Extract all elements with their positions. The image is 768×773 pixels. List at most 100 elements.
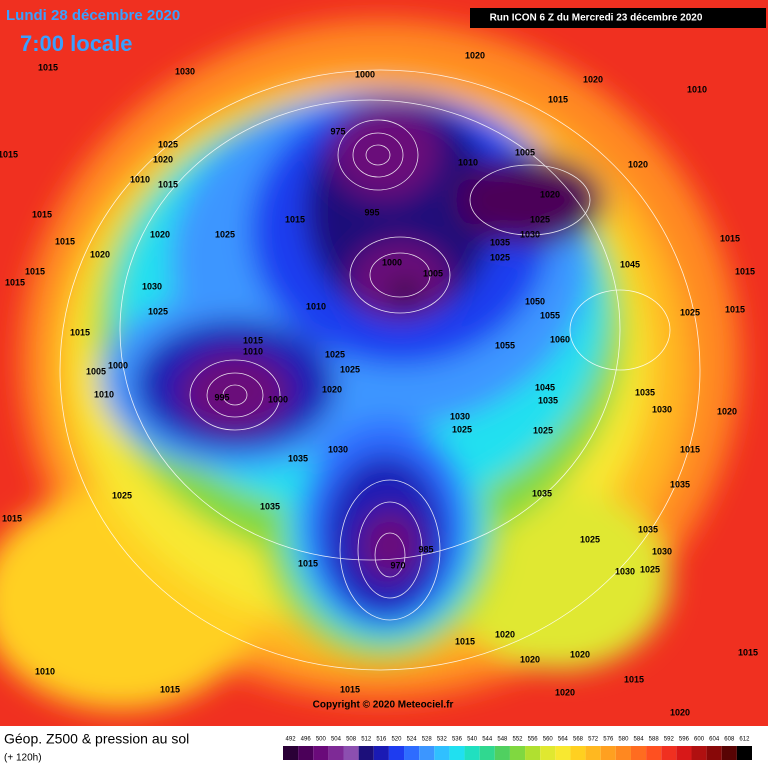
- pressure-label: 1005: [423, 268, 443, 278]
- pressure-label: 1015: [725, 304, 745, 314]
- scale-swatch: [373, 746, 389, 760]
- pressure-label: 1020: [322, 384, 342, 394]
- pressure-label: 1035: [538, 395, 558, 405]
- scale-swatch: [494, 746, 510, 760]
- forecast-lead: (+ 120h): [4, 753, 42, 764]
- pressure-label: 1010: [130, 174, 150, 184]
- pressure-label: 1010: [458, 157, 478, 167]
- pressure-label: 1045: [620, 259, 640, 269]
- scale-swatch: [283, 746, 299, 760]
- scale-label: 532: [437, 737, 448, 743]
- pressure-label: 1015: [160, 684, 180, 694]
- pressure-label: 1020: [628, 159, 648, 169]
- footer-title: Géop. Z500 & pression au sol: [4, 731, 189, 747]
- pressure-label: 1030: [328, 444, 348, 454]
- pressure-label: 1015: [298, 558, 318, 568]
- scale-label: 520: [391, 737, 402, 743]
- pressure-label: 985: [418, 544, 433, 554]
- pressure-label: 1025: [680, 307, 700, 317]
- pressure-label: 1035: [635, 387, 655, 397]
- pressure-label: 1010: [94, 389, 114, 399]
- scale-label: 528: [422, 737, 433, 743]
- pressure-label: 1025: [340, 364, 360, 374]
- geopotential-field: [0, 0, 768, 726]
- scale-swatch: [615, 746, 631, 760]
- pressure-label: 1060: [550, 334, 570, 344]
- pressure-label: 1010: [687, 84, 707, 94]
- scale-label: 524: [407, 737, 418, 743]
- scale-label: 608: [724, 737, 735, 743]
- pressure-label: 1015: [70, 327, 90, 337]
- scale-label: 548: [497, 737, 508, 743]
- scale-label: 592: [664, 737, 675, 743]
- pressure-label: 975: [330, 126, 345, 136]
- pressure-label: 1020: [465, 50, 485, 60]
- scale-swatch: [646, 746, 662, 760]
- scale-swatch: [449, 746, 465, 760]
- pressure-label: 1035: [490, 237, 510, 247]
- scale-label: 508: [346, 737, 357, 743]
- scale-label: 572: [588, 737, 599, 743]
- pressure-label: 1020: [90, 249, 110, 259]
- pressure-label: 1015: [158, 179, 178, 189]
- pressure-label: 1030: [175, 66, 195, 76]
- pressure-label: 1055: [540, 310, 560, 320]
- pressure-label: 1025: [640, 564, 660, 574]
- scale-label: 612: [739, 737, 750, 743]
- pressure-label: 1025: [158, 139, 178, 149]
- scale-swatch: [706, 746, 722, 760]
- pressure-label: 1025: [325, 349, 345, 359]
- pressure-label: 1000: [382, 257, 402, 267]
- scale-swatch: [404, 746, 420, 760]
- pressure-label: 1000: [355, 69, 375, 79]
- pressure-label: 1025: [112, 490, 132, 500]
- run-box: [470, 8, 766, 28]
- pressure-label: 1025: [452, 424, 472, 434]
- pressure-label: 1015: [738, 647, 758, 657]
- pressure-label: 1015: [285, 214, 305, 224]
- pressure-label: 1015: [25, 266, 45, 276]
- pressure-label: 1025: [490, 252, 510, 262]
- scale-swatch: [600, 746, 616, 760]
- pressure-label: 1000: [108, 360, 128, 370]
- pressure-label: 1015: [624, 674, 644, 684]
- pressure-label: 1020: [570, 649, 590, 659]
- scale-swatch: [676, 746, 692, 760]
- pressure-label: 1015: [38, 62, 58, 72]
- pressure-label: 1015: [2, 513, 22, 523]
- pressure-label: 1030: [450, 411, 470, 421]
- scale-label: 544: [482, 737, 493, 743]
- scale-swatch: [691, 746, 707, 760]
- pressure-label: 1035: [288, 453, 308, 463]
- pressure-label: 1025: [148, 306, 168, 316]
- scale-swatch: [479, 746, 495, 760]
- pressure-label: 1020: [717, 406, 737, 416]
- pressure-labels: 1015 1030 1000 1020 1020 1010 1015 1015 975 1025 1…: [0, 50, 758, 717]
- scale-swatch: [298, 746, 314, 760]
- scale-label: 500: [316, 737, 327, 743]
- pressure-label: 1020: [555, 687, 575, 697]
- scale-swatch: [585, 746, 601, 760]
- pressure-label: 1020: [540, 189, 560, 199]
- pressure-label: 1030: [615, 566, 635, 576]
- pressure-label: 1030: [652, 546, 672, 556]
- pressure-label: 1010: [243, 346, 263, 356]
- pressure-label: 1055: [495, 340, 515, 350]
- isobar-lines: [59, 69, 701, 671]
- scale-label: 564: [558, 737, 569, 743]
- pressure-label: 1015: [32, 209, 52, 219]
- pressure-label: 1015: [455, 636, 475, 646]
- pressure-label: 1035: [260, 501, 280, 511]
- scale-label: 584: [634, 737, 645, 743]
- scale-label: 536: [452, 737, 463, 743]
- scale-label: 568: [573, 737, 584, 743]
- scale-swatch: [570, 746, 586, 760]
- pressure-label: 995: [364, 207, 379, 217]
- pressure-label: 1030: [652, 404, 672, 414]
- pressure-label: 1020: [495, 629, 515, 639]
- pressure-label: 1025: [530, 214, 550, 224]
- scale-swatch: [358, 746, 374, 760]
- pressure-label: 995: [214, 392, 229, 402]
- pressure-label: 1025: [533, 425, 553, 435]
- pressure-label: 1015: [720, 233, 740, 243]
